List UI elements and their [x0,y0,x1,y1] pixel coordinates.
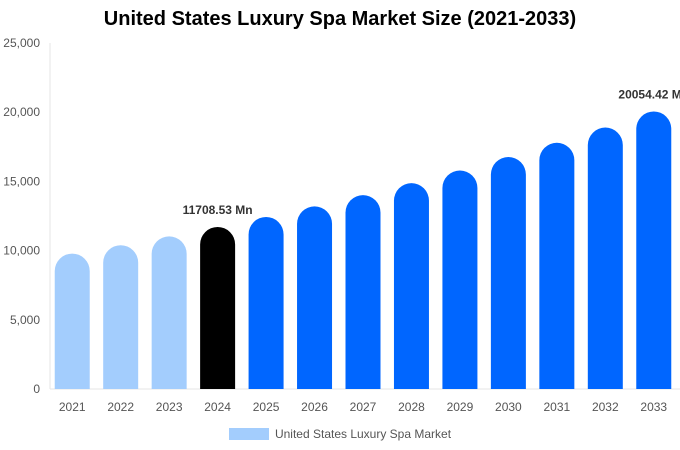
data-label-2024: 11708.53 Mn [183,203,253,217]
bar-2028 [393,183,429,389]
bar-2030 [490,157,526,389]
bar-2031 [539,142,575,389]
x-tick-label: 2023 [156,400,183,414]
x-tick-label: 2024 [204,400,231,414]
bar-2025 [248,216,284,389]
y-tick-label: 25,000 [3,36,40,50]
x-tick-label: 2028 [398,400,425,414]
x-tick-label: 2025 [253,400,280,414]
bar-2023 [151,236,187,389]
bar-2033 [636,111,672,389]
chart-title: United States Luxury Spa Market Size (20… [103,8,577,30]
legend-swatch [228,427,269,440]
y-tick-label: 5,000 [10,313,40,327]
legend[interactable]: United States Luxury Spa Market [0,426,680,441]
bar-2021 [54,253,90,389]
y-tick-label: 0 [33,382,40,396]
x-tick-label: 2027 [350,400,377,414]
x-tick-label: 2022 [107,400,134,414]
x-tick-label: 2032 [592,400,619,414]
bar-2022 [103,245,139,389]
y-tick-label: 15,000 [3,174,40,188]
x-tick-label: 2029 [447,400,474,414]
bar-2024 [200,226,236,389]
x-tick-label: 2033 [640,400,667,414]
bar-2029 [442,170,478,389]
legend-label: United States Luxury Spa Market [274,426,452,441]
bar-2026 [297,206,333,389]
data-label-2033: 20054.42 Mn [618,87,680,101]
bar-2032 [587,127,623,389]
bar-2027 [345,195,381,389]
y-tick-label: 20,000 [3,105,40,119]
x-tick-label: 2030 [495,400,522,414]
x-tick-label: 2021 [59,400,86,414]
x-tick-label: 2026 [301,400,328,414]
x-tick-label: 2031 [543,400,570,414]
y-tick-label: 10,000 [3,244,40,258]
